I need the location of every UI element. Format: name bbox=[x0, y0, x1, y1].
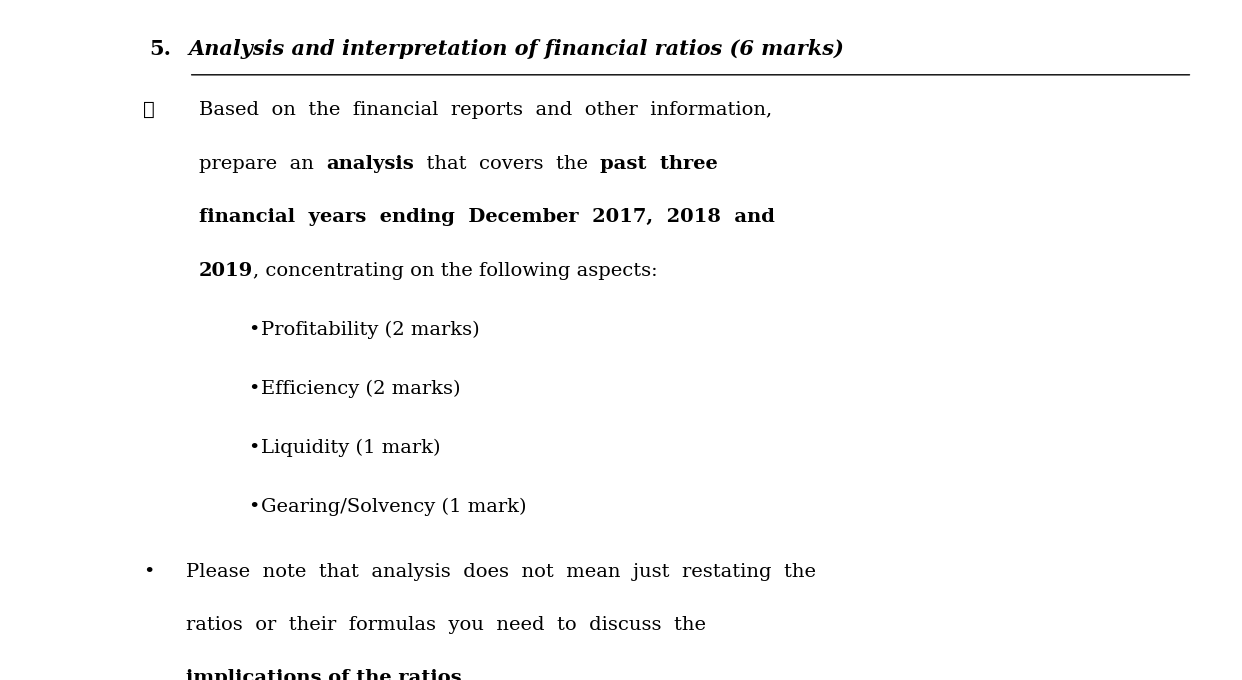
Text: financial  years  ending  December  2017,  2018  and: financial years ending December 2017, 20… bbox=[199, 208, 775, 226]
Text: analysis: analysis bbox=[327, 154, 414, 173]
Text: Gearing/Solvency (1 mark): Gearing/Solvency (1 mark) bbox=[261, 498, 527, 516]
Text: •: • bbox=[143, 562, 154, 581]
Text: Liquidity (1 mark): Liquidity (1 mark) bbox=[261, 439, 441, 457]
Text: that  covers  the: that covers the bbox=[414, 154, 600, 173]
Text: 5.: 5. bbox=[149, 39, 171, 59]
Text: •: • bbox=[248, 439, 260, 457]
Text: Based  on  the  financial  reports  and  other  information,: Based on the financial reports and other… bbox=[199, 101, 771, 119]
Text: •: • bbox=[248, 379, 260, 398]
Text: ratios  or  their  formulas  you  need  to  discuss  the: ratios or their formulas you need to dis… bbox=[186, 616, 707, 634]
Text: 2019: 2019 bbox=[199, 262, 253, 279]
Text: past  three: past three bbox=[600, 154, 718, 173]
Text: •: • bbox=[248, 321, 260, 339]
Text: Please  note  that  analysis  does  not  mean  just  restating  the: Please note that analysis does not mean … bbox=[186, 562, 816, 581]
Text: Analysis and interpretation of financial ratios (6 marks): Analysis and interpretation of financial… bbox=[189, 39, 845, 59]
Text: Profitability (2 marks): Profitability (2 marks) bbox=[261, 321, 479, 339]
Text: , concentrating on the following aspects:: , concentrating on the following aspects… bbox=[253, 262, 657, 279]
Text: Efficiency (2 marks): Efficiency (2 marks) bbox=[261, 379, 461, 398]
Text: implications of the ratios.: implications of the ratios. bbox=[186, 669, 468, 680]
Text: ➤: ➤ bbox=[143, 101, 154, 119]
Text: prepare  an: prepare an bbox=[199, 154, 327, 173]
Text: •: • bbox=[248, 498, 260, 516]
